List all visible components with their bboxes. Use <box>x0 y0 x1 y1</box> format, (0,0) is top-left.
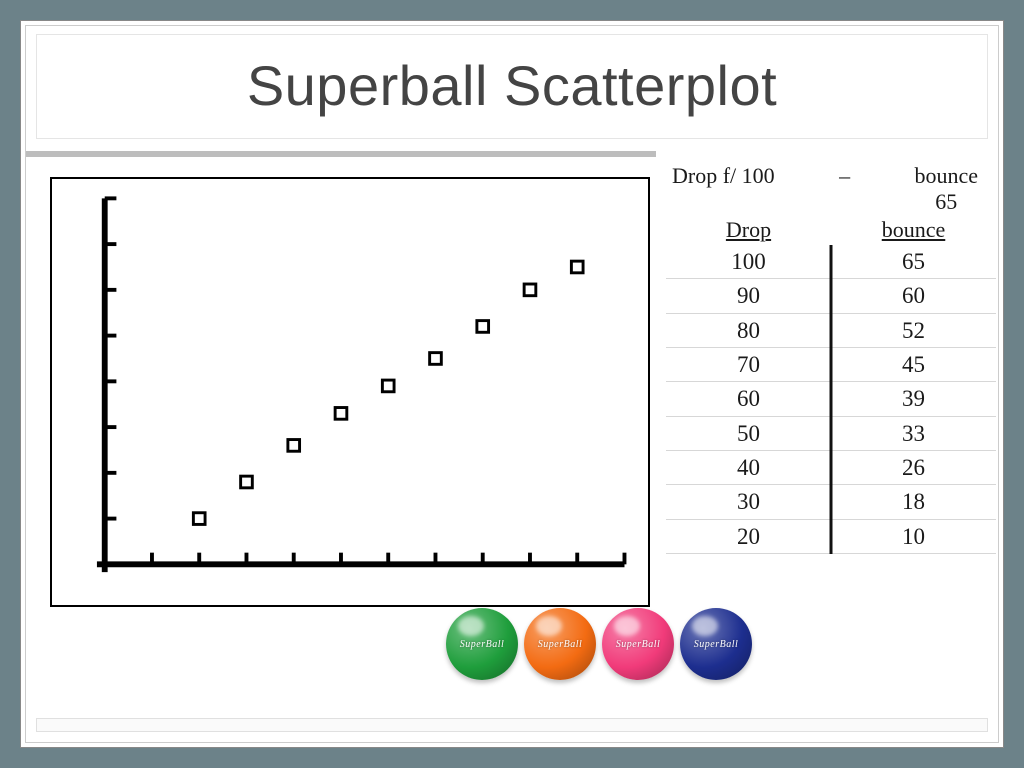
footer-bar <box>36 718 988 732</box>
cell-bounce: 10 <box>831 520 996 553</box>
table-header: Drop bounce <box>666 217 996 245</box>
scatter-point <box>382 380 394 392</box>
cell-bounce: 18 <box>831 485 996 518</box>
note-bounce-val: 65 <box>935 189 957 214</box>
cell-bounce: 26 <box>831 451 996 484</box>
cell-bounce: 39 <box>831 382 996 415</box>
scatter-point <box>477 321 489 333</box>
table-row: 4026 <box>666 451 996 485</box>
chart-svg <box>58 183 642 605</box>
note-dash: – <box>839 163 850 215</box>
table-row: 6039 <box>666 382 996 416</box>
superball-3: SuperBall <box>680 608 752 680</box>
cell-drop: 60 <box>666 382 831 415</box>
cell-drop: 90 <box>666 279 831 312</box>
superball-2: SuperBall <box>602 608 674 680</box>
ball-label: SuperBall <box>538 639 583 650</box>
cell-drop: 70 <box>666 348 831 381</box>
col-header-bounce: bounce <box>831 217 996 243</box>
table-row: 2010 <box>666 520 996 554</box>
cell-drop: 80 <box>666 314 831 347</box>
note-bounce-word: bounce <box>914 163 978 188</box>
handwritten-table: Drop f/ 100 – bounce 65 Drop bounce 1006… <box>666 163 996 554</box>
cell-drop: 50 <box>666 417 831 450</box>
scatter-point <box>241 476 253 488</box>
scatter-point <box>430 353 442 365</box>
cell-bounce: 45 <box>831 348 996 381</box>
cell-bounce: 33 <box>831 417 996 450</box>
ball-label: SuperBall <box>616 639 661 650</box>
table-rows: 1006590608052704560395033402630182010 <box>666 245 996 554</box>
table-row: 10065 <box>666 245 996 279</box>
scatter-point <box>335 408 347 420</box>
table-row: 3018 <box>666 485 996 519</box>
content-area: Drop f/ 100 – bounce 65 Drop bounce 1006… <box>26 163 998 607</box>
cell-bounce: 65 <box>831 245 996 278</box>
slide-frame: Superball Scatterplot Drop f/ 100 – boun… <box>20 20 1004 748</box>
table-row: 9060 <box>666 279 996 313</box>
ball-label: SuperBall <box>694 639 739 650</box>
table-top-note: Drop f/ 100 – bounce 65 <box>666 163 996 217</box>
cell-drop: 20 <box>666 520 831 553</box>
title-underline <box>26 151 656 157</box>
cell-bounce: 60 <box>831 279 996 312</box>
superballs-row: SuperBall SuperBall SuperBall SuperBall <box>446 608 752 680</box>
scatter-point <box>288 440 300 452</box>
cell-drop: 30 <box>666 485 831 518</box>
scatter-point <box>193 513 205 525</box>
superball-1: SuperBall <box>524 608 596 680</box>
superball-0: SuperBall <box>446 608 518 680</box>
note-drop-from: Drop f/ 100 <box>672 163 775 215</box>
cell-drop: 100 <box>666 245 831 278</box>
table-row: 8052 <box>666 314 996 348</box>
ball-label: SuperBall <box>460 639 505 650</box>
scatter-point <box>571 261 583 273</box>
table-row: 7045 <box>666 348 996 382</box>
cell-bounce: 52 <box>831 314 996 347</box>
title-box: Superball Scatterplot <box>36 34 988 139</box>
scatter-chart <box>50 177 650 607</box>
page-title: Superball Scatterplot <box>37 53 987 118</box>
slide-inner: Superball Scatterplot Drop f/ 100 – boun… <box>25 25 999 743</box>
scatter-point <box>524 284 536 296</box>
cell-drop: 40 <box>666 451 831 484</box>
note-bounce-header: bounce 65 <box>914 163 978 215</box>
col-header-drop: Drop <box>666 217 831 243</box>
table-row: 5033 <box>666 417 996 451</box>
